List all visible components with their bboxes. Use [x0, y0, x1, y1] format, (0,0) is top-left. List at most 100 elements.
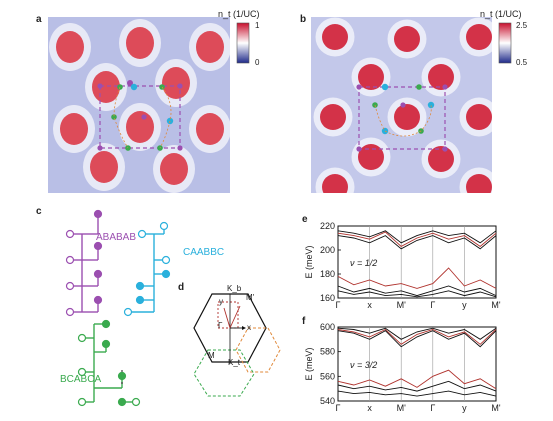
band-line: [337, 369, 497, 390]
y-tick-label: 160: [320, 293, 335, 303]
density-peak: [428, 64, 454, 90]
y-tick-label: 580: [320, 347, 335, 357]
bz-label-kt: K_t: [228, 358, 241, 367]
colorbar-a-title: n_t (1/UC): [218, 9, 260, 19]
density-peak: [56, 31, 84, 63]
density-peak: [322, 24, 348, 50]
band-line: [337, 267, 497, 289]
panel-e-letter: e: [302, 214, 308, 225]
site-marker: [97, 145, 103, 151]
density-peak: [394, 26, 420, 52]
site-marker: [141, 114, 147, 120]
band-line: [337, 330, 497, 348]
band-line: [337, 328, 497, 345]
density-peak: [358, 64, 384, 90]
y-axis-label: E (meV): [304, 245, 314, 278]
density-peak: [322, 174, 348, 193]
x-tick-label: M': [397, 403, 406, 413]
site-marker: [130, 83, 138, 91]
colorbar-b-title: n_t (1/UC): [480, 9, 522, 19]
panel-f-letter: f: [302, 316, 306, 327]
density-peak: [92, 71, 120, 103]
bz-label-mprime: M': [246, 293, 255, 302]
x-tick-label: M': [397, 300, 406, 310]
filling-label: ν = 3/2: [350, 360, 377, 370]
bz-label-x: x: [247, 323, 251, 332]
x-tick-label: M': [491, 300, 500, 310]
x-tick-label: Γ: [430, 300, 435, 310]
colorbar-b-max: 2.5: [516, 21, 528, 30]
density-peak: [196, 113, 224, 145]
stack-label-bcabca: BCABCA: [60, 374, 102, 385]
y-axis-label: E (meV): [304, 347, 314, 380]
site-marker: [381, 127, 389, 135]
plot-frame: [337, 225, 497, 299]
band-line: [337, 285, 497, 297]
x-tick-label: x: [367, 300, 372, 310]
site-marker: [127, 80, 133, 86]
density-peak: [466, 174, 492, 193]
unit-cell-box-b: [358, 86, 446, 150]
colorbar-a-max: 1: [255, 21, 260, 30]
site-marker: [442, 146, 448, 152]
site-marker: [400, 102, 406, 108]
colorbar-b-min: 0.5: [516, 58, 528, 67]
y-tick-label: 540: [320, 396, 335, 406]
panel-c-letter: c: [36, 206, 42, 217]
bz-hexagon: [193, 293, 267, 363]
band-line: [337, 327, 497, 340]
panel-b-letter: b: [300, 14, 307, 25]
unit-cell-box-a: [99, 85, 181, 149]
x-tick-label: y: [462, 403, 467, 413]
band-line: [337, 230, 497, 244]
density-peak: [160, 153, 188, 185]
panel-a-letter: a: [36, 14, 42, 25]
stack-label-ababab: ABABAB: [96, 232, 137, 243]
site-marker: [177, 83, 183, 89]
band-line: [337, 290, 497, 298]
y-tick-label: 200: [320, 245, 335, 255]
x-tick-label: M': [491, 403, 500, 413]
panel-a-density-map: [48, 17, 230, 193]
panel-d-letter: d: [178, 282, 185, 293]
colorbar-a-min: 0: [255, 58, 260, 67]
site-marker: [381, 83, 389, 91]
site-marker: [111, 114, 117, 120]
density-peak: [358, 144, 384, 170]
brillouin-zone-diagram: [193, 293, 281, 397]
band-line: [337, 231, 497, 247]
site-marker: [356, 146, 362, 152]
density-peak: [126, 27, 154, 59]
band-line: [337, 390, 497, 397]
density-peak: [60, 113, 88, 145]
x-tick-label: y: [462, 300, 467, 310]
density-peak: [466, 24, 492, 50]
site-marker: [97, 83, 103, 89]
band-line: [337, 380, 497, 392]
x-tick-label: Γ: [336, 403, 341, 413]
x-tick-label: Γ: [336, 300, 341, 310]
plot-frame: [337, 326, 497, 402]
y-tick-label: 600: [320, 322, 335, 332]
density-peak: [196, 31, 224, 63]
bz-label-gamma: Γ: [218, 321, 223, 330]
density-peak: [90, 151, 118, 183]
density-peak: [466, 104, 492, 130]
stack-label-caabbc: CAABBC: [183, 247, 225, 258]
site-marker: [427, 101, 435, 109]
bz-label-m: M: [208, 351, 215, 360]
colorbar-a: [236, 22, 250, 64]
x-tick-label: x: [367, 403, 372, 413]
band-line: [337, 235, 497, 250]
filling-label: ν = 1/2: [350, 258, 377, 268]
site-marker: [442, 84, 448, 90]
stacking-diagram: [65, 209, 171, 407]
site-marker: [416, 84, 422, 90]
panel-b-density-map: [311, 17, 492, 193]
density-peak: [320, 104, 346, 130]
y-tick-label: 180: [320, 269, 335, 279]
bz-label-y: y: [219, 297, 223, 306]
y-tick-label: 560: [320, 371, 335, 381]
